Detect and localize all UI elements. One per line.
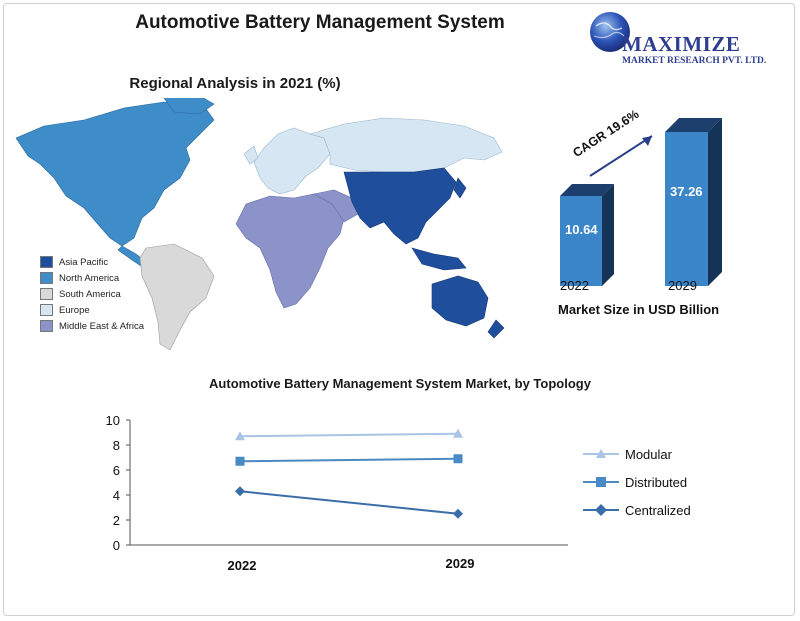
data-point-modular [453,428,463,438]
region-north-america [15,101,215,247]
region-greenland [163,98,215,115]
company-logo: MAXIMIZE MARKET RESEARCH PVT. LTD. [586,8,796,72]
square-marker-icon [583,477,619,487]
bar-value-2022: 10.64 [565,222,598,237]
map-legend-item: Europe [40,302,144,318]
legend-swatch [40,272,53,284]
cagr-arrow [589,135,653,177]
diamond-marker-icon [583,504,619,516]
bar-2022 [560,184,614,286]
legend-item-distributed: Distributed [583,468,691,496]
y-tick-label: 4 [113,488,120,503]
legend-label: Middle East & Africa [59,320,145,332]
series-line-centralized [239,490,459,515]
line-legend: Modular Distributed Centralized [583,440,691,524]
region-middle-east-africa [235,193,345,309]
logo-subtitle: MARKET RESEARCH PVT. LTD. [622,56,767,66]
y-tick-label: 8 [113,438,120,453]
legend-label: Asia Pacific [59,256,109,268]
series-line-distributed [239,457,459,463]
region-uk [243,145,259,165]
legend-item-modular: Modular [583,440,691,468]
map-legend: Asia Pacific North America South America… [40,254,144,334]
triangle-marker-icon [583,449,619,458]
y-tick-label: 6 [113,463,120,478]
page-title: Automotive Battery Management System [135,12,505,33]
x-tick-label: 2022 [228,558,257,573]
region-southeast-asia [411,247,467,271]
map-legend-item: Asia Pacific [40,254,144,270]
legend-label-centralized: Centralized [625,502,691,518]
legend-swatch [40,256,53,268]
series-line-modular [239,432,459,438]
region-japan [453,177,467,199]
legend-swatch [40,320,53,332]
bar-2029 [665,118,722,286]
region-south-america [139,243,215,351]
market-size-caption: Market Size in USD Billion [558,302,720,317]
region-australia [431,275,489,327]
infographic-frame [3,3,795,616]
legend-item-centralized: Centralized [583,496,691,524]
bar-value-2029: 37.26 [670,184,703,199]
topology-line-chart: 0 2 4 6 8 10 2022 2029 [106,413,568,573]
map-title: Regional Analysis in 2021 (%) [129,75,341,92]
logo-name: MAXIMIZE [622,32,741,56]
map-legend-item: South America [40,286,144,302]
x-tick-label: 2029 [446,556,475,571]
bar-year-2029: 2029 [668,278,697,293]
legend-label: Europe [59,304,90,316]
market-size-bars [560,118,722,286]
data-point-centralized [235,486,245,497]
data-point-modular [235,431,245,441]
legend-label: North America [59,272,120,284]
map-legend-item: North America [40,270,144,286]
legend-label: South America [59,288,121,300]
map-legend-item: Middle East & Africa [40,318,144,334]
region-europe [253,127,331,195]
y-tick-label: 0 [113,538,120,553]
line-chart-title: Automotive Battery Management System Mar… [209,376,591,391]
legend-label-modular: Modular [625,446,672,462]
region-russia [308,117,503,173]
world-map [15,98,505,351]
legend-label-distributed: Distributed [625,474,688,490]
data-point-distributed [453,454,463,464]
region-asia-pacific [343,167,457,245]
data-point-distributed [235,456,245,466]
data-point-centralized [453,508,463,519]
region-new-zealand [487,319,505,339]
y-tick-label: 2 [113,513,120,528]
bar-year-2022: 2022 [560,278,589,293]
globe-icon [590,12,630,52]
legend-swatch [40,288,53,300]
y-tick-label: 10 [106,413,120,428]
legend-swatch [40,304,53,316]
